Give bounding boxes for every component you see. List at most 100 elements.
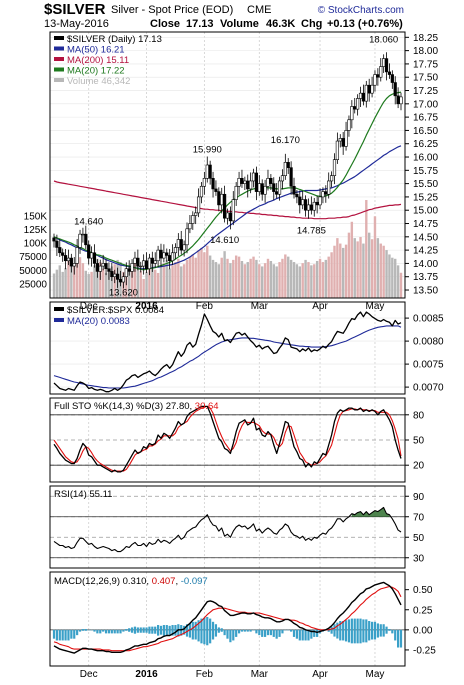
volume-bar <box>391 257 394 298</box>
legend-swatch <box>54 318 64 322</box>
candle-body <box>228 212 232 222</box>
macd-histogram-bar <box>168 625 171 635</box>
candle-body <box>118 279 123 283</box>
price-annotation: 14.610 <box>210 235 239 246</box>
macd-histogram-bar <box>232 629 235 641</box>
volume-bar <box>168 268 171 298</box>
candle-body <box>373 74 377 86</box>
macd-histogram-bar <box>370 621 374 640</box>
macd-histogram-bar <box>81 629 85 631</box>
macd-histogram-bar <box>102 629 105 632</box>
volume-bar <box>292 262 296 298</box>
candle-body <box>321 191 325 198</box>
candle-body <box>61 252 65 256</box>
candle-body <box>358 92 363 99</box>
stoch-title-d-value: 30.64 <box>195 401 219 412</box>
volume-bar <box>151 264 154 298</box>
volume-bar <box>333 245 336 298</box>
macd-histogram-bar <box>125 629 128 631</box>
volume-bar <box>180 266 183 298</box>
macd-histogram-bar <box>159 625 163 635</box>
candle-body <box>104 263 108 270</box>
macd-histogram-bar <box>237 629 241 634</box>
macd-histogram-bar <box>113 629 116 634</box>
macd-histogram-bar <box>148 626 151 634</box>
y-tick-label: 15.25 <box>413 192 438 203</box>
macd-histogram-bar <box>373 621 377 640</box>
macd-histogram-bar <box>258 629 261 636</box>
candle-body <box>150 257 154 264</box>
volume-bar <box>156 272 160 298</box>
header-close: 17.13 <box>186 18 214 30</box>
volume-bar <box>362 243 365 298</box>
candle-body <box>396 95 400 105</box>
macd-histogram-bar <box>133 626 137 634</box>
volume-bar <box>258 264 261 298</box>
candle-body <box>223 193 227 219</box>
price-annotation: 15.990 <box>193 145 222 156</box>
volume-bar <box>376 238 380 298</box>
volume-tick-label: 75000 <box>19 252 47 263</box>
volume-bar <box>174 262 177 298</box>
macd-histogram-bar <box>391 629 394 634</box>
volume-bar <box>272 264 275 298</box>
candle-body <box>194 212 198 216</box>
volume-bar <box>287 256 290 298</box>
ratio-panel-frame <box>49 301 406 395</box>
macd-histogram-bar <box>122 629 125 632</box>
candle-body <box>173 247 178 254</box>
macd-histogram-bar <box>269 629 272 636</box>
macd-histogram-bar <box>171 625 174 636</box>
x-month-label: 2016 <box>135 669 158 680</box>
volume-tick-label: 150K <box>24 211 48 222</box>
x-month-label: Mar <box>251 669 269 680</box>
rsi-title: RSI(14) 55.11 <box>54 489 112 500</box>
candle-body <box>217 191 221 206</box>
legend-entry: MA(50) 16.21 <box>67 45 125 56</box>
candle-body <box>350 106 354 121</box>
macd-histogram-bar <box>151 626 154 634</box>
volume-bar <box>313 264 316 298</box>
macd-histogram-bar <box>211 621 215 640</box>
candle-body <box>390 74 394 83</box>
candle-body <box>130 263 134 272</box>
legend-entry: MA(200) 15.11 <box>67 55 129 66</box>
macd-histogram-bar <box>58 629 61 641</box>
legend-swatch <box>54 57 64 61</box>
volume-bar <box>52 273 56 298</box>
macd-histogram-bar <box>157 625 160 636</box>
volume-bar <box>318 258 322 298</box>
candle-body <box>116 273 120 280</box>
legend-swatch <box>54 307 64 311</box>
candle-body <box>312 201 316 211</box>
macd-histogram-bar <box>243 629 246 632</box>
candle-body <box>260 183 264 195</box>
volume-bar <box>101 268 105 298</box>
macd-histogram-bar <box>347 619 351 643</box>
volume-bar <box>321 262 325 298</box>
volume-bar <box>269 260 273 298</box>
candle-body <box>179 239 183 251</box>
price-annotation: 18.060 <box>369 34 398 45</box>
volume-bar <box>399 272 403 298</box>
macd-histogram-bar <box>356 618 359 644</box>
macd-histogram-bar <box>394 629 397 641</box>
volume-bar <box>310 265 313 298</box>
candle-body <box>338 138 342 142</box>
header-chg: +0.13 (+0.76%) <box>327 18 403 30</box>
macd-title: MACD(12,26,9) 0.310, 0.407, -0.097 <box>54 576 208 587</box>
macd-histogram-bar <box>183 625 186 635</box>
volume-bar <box>197 250 200 298</box>
volume-bar <box>200 247 203 298</box>
x-month-label: Feb <box>196 669 214 680</box>
macd-histogram-bar <box>397 629 400 648</box>
volume-bar <box>133 263 137 298</box>
candle-body <box>55 240 59 248</box>
stoch-title-main: Full STO %K(14,3) %D(3) 27.80, <box>54 401 195 412</box>
macd-histogram-bar <box>130 627 134 633</box>
candle-body <box>78 233 82 248</box>
volume-bar <box>275 266 278 298</box>
macd-histogram-bar <box>55 629 58 641</box>
stoch-panel-frame <box>49 397 406 483</box>
x-month-label: Dec <box>80 669 98 680</box>
